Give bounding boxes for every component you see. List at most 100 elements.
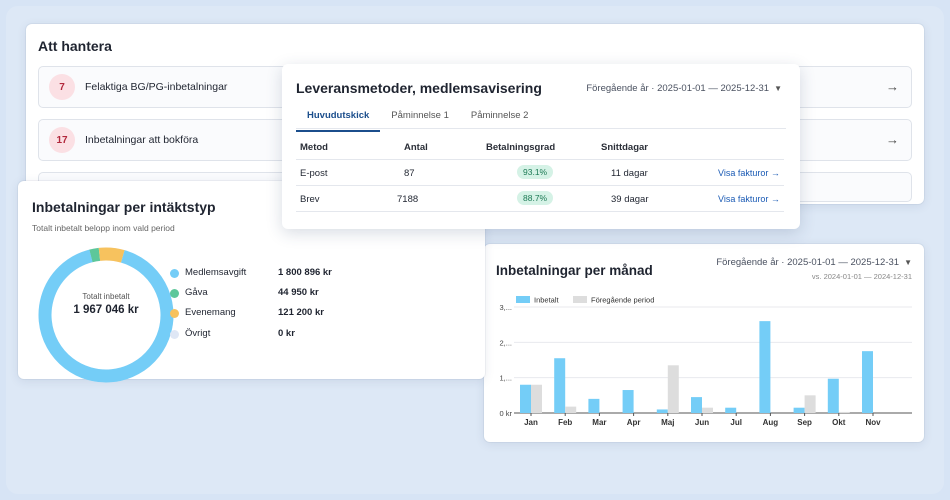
bar-current-sep[interactable]	[793, 407, 805, 413]
legend-value: 0 kr	[278, 328, 295, 339]
todo-item-label: Inbetalningar att bokföra	[85, 134, 199, 146]
compare-period: vs. 2024-01-01 — 2024-12-31	[811, 272, 912, 281]
row-days: 39 dagar	[611, 194, 649, 205]
y-tick-label: 0 kr	[499, 409, 512, 418]
total-value: 1 967 046 kr	[73, 304, 139, 316]
todo-count-badge: 7	[49, 74, 75, 100]
legend-name: Övrigt	[185, 328, 211, 339]
monthly-payments-card: Inbetalningar per månad Föregående år · …	[484, 244, 924, 442]
donut-slice-evenemang[interactable]	[38, 247, 174, 383]
row-days: 11 dagar	[611, 168, 648, 179]
table-row: E-post 87 93.1% 11 dagar Visa fakturor →	[296, 160, 784, 186]
x-tick-label: Nov	[865, 418, 881, 427]
legend-label: Inbetalt	[534, 296, 560, 305]
col-rate: Betalningsgrad	[486, 142, 556, 153]
x-tick-label: Mar	[592, 418, 606, 427]
revenue-type-title: Inbetalningar per intäktstyp	[32, 199, 216, 215]
x-tick-label: Apr	[627, 418, 641, 427]
x-tick-label: Jul	[730, 418, 742, 427]
col-method: Metod	[300, 142, 328, 153]
legend-value: 121 200 kr	[278, 307, 324, 318]
period-select-label: Föregående år · 2025-01-01 — 2025-12-31	[586, 83, 770, 94]
legend-item-ovrigt: Övrigt 0 kr	[170, 328, 350, 342]
todo-title: Att hantera	[38, 38, 112, 54]
arrow-right-icon[interactable]: →	[886, 79, 899, 94]
view-invoices-link[interactable]: Visa fakturor →	[718, 168, 780, 178]
bar-current-apr[interactable]	[622, 390, 634, 413]
row-count: 7188	[397, 194, 419, 205]
table-row: Brev 7188 88.7% 39 dagar Visa fakturor →	[296, 186, 784, 212]
legend-name: Evenemang	[185, 307, 236, 318]
x-tick-label: Maj	[661, 418, 674, 427]
legend-swatch	[573, 296, 587, 303]
revenue-donut-chart	[38, 247, 174, 383]
x-tick-label: Okt	[832, 418, 846, 427]
row-method: Brev	[300, 194, 320, 205]
total-label: Totalt inbetalt	[82, 292, 130, 301]
bar-current-nov[interactable]	[862, 351, 873, 413]
delivery-tabs: Huvudutskick Påminnelse 1 Påminnelse 2	[296, 106, 539, 132]
bar-previous-feb[interactable]	[565, 406, 577, 413]
col-count: Antal	[404, 142, 428, 153]
bar-previous-okt[interactable]	[838, 411, 850, 413]
bar-current-aug[interactable]	[759, 321, 771, 413]
legend-label: Föregående period	[591, 296, 654, 305]
legend-value: 44 950 kr	[278, 287, 319, 298]
tab-paminnelse-1[interactable]: Påminnelse 1	[391, 110, 449, 121]
bar-current-maj[interactable]	[656, 409, 668, 413]
legend-swatch	[516, 296, 530, 303]
legend-item-medlemsavgift: Medlemsavgift 1 800 896 kr	[170, 267, 350, 281]
bar-current-jun[interactable]	[691, 397, 702, 413]
period-select[interactable]: Föregående år · 2025-01-01 — 2025-12-31 …	[716, 257, 912, 268]
x-tick-label: Jan	[524, 418, 538, 427]
todo-item-label: Felaktiga BG/PG-inbetalningar	[85, 81, 228, 93]
y-tick-label: 2,...	[499, 338, 512, 347]
tab-huvudutskick[interactable]: Huvudutskick	[296, 106, 381, 132]
todo-count-badge: 17	[49, 127, 75, 153]
bar-current-jan[interactable]	[520, 384, 531, 413]
bar-current-mar[interactable]	[588, 398, 600, 413]
x-tick-label: Jun	[695, 418, 709, 427]
legend-name: Medlemsavgift	[185, 267, 247, 278]
revenue-type-subtitle: Totalt inbetalt belopp inom vald period	[32, 223, 175, 233]
bar-previous-sep[interactable]	[804, 395, 816, 413]
view-invoices-link[interactable]: Visa fakturor →	[718, 194, 780, 204]
delivery-methods-card: Leveransmetoder, medlemsavisering Föregå…	[282, 64, 800, 229]
bar-current-okt[interactable]	[827, 378, 839, 413]
legend-value: 1 800 896 kr	[278, 267, 332, 278]
x-tick-label: Sep	[797, 418, 812, 427]
period-select-label: Föregående år · 2025-01-01 — 2025-12-31	[716, 257, 900, 268]
col-days: Snittdagar	[601, 142, 648, 153]
bar-previous-jun[interactable]	[702, 407, 713, 413]
y-tick-label: 1,...	[499, 374, 512, 383]
bar-current-jul[interactable]	[725, 407, 737, 413]
rate-badge: 93.1%	[517, 165, 554, 179]
legend-item-evenemang: Evenemang 121 200 kr	[170, 307, 350, 321]
legend-dot	[170, 309, 179, 318]
row-method: E-post	[300, 168, 328, 179]
tab-divider	[296, 128, 786, 129]
legend-dot	[170, 269, 179, 278]
donut-center: Totalt inbetalt 1 967 046 kr	[56, 292, 156, 316]
legend-dot	[170, 289, 179, 298]
bar-previous-jan[interactable]	[531, 384, 542, 413]
legend-item-gava: Gåva 44 950 kr	[170, 287, 350, 301]
monthly-title: Inbetalningar per månad	[496, 263, 653, 278]
legend-dot	[170, 330, 179, 339]
row-count: 87	[404, 168, 415, 179]
period-select[interactable]: Föregående år · 2025-01-01 — 2025-12-31 …	[586, 83, 782, 94]
monthly-bar-chart: 0 kr 1,... 2,... 3,... Inbetalt Föregående pe…	[499, 296, 912, 427]
bar-previous-maj[interactable]	[667, 365, 679, 413]
delivery-title: Leveransmetoder, medlemsavisering	[296, 80, 542, 96]
table-header: Metod Antal Betalningsgrad Snittdagar	[296, 134, 784, 160]
y-tick-label: 3,...	[499, 303, 512, 312]
x-tick-label: Feb	[558, 418, 572, 427]
chevron-down-icon: ▼	[904, 258, 912, 267]
bar-current-feb[interactable]	[554, 358, 566, 413]
x-tick-label: Aug	[763, 418, 779, 427]
tab-paminnelse-2[interactable]: Påminnelse 2	[470, 110, 529, 121]
legend-name: Gåva	[185, 287, 208, 298]
chevron-down-icon: ▼	[774, 84, 782, 93]
rate-badge: 88.7%	[517, 191, 554, 205]
arrow-right-icon[interactable]: →	[886, 132, 899, 147]
